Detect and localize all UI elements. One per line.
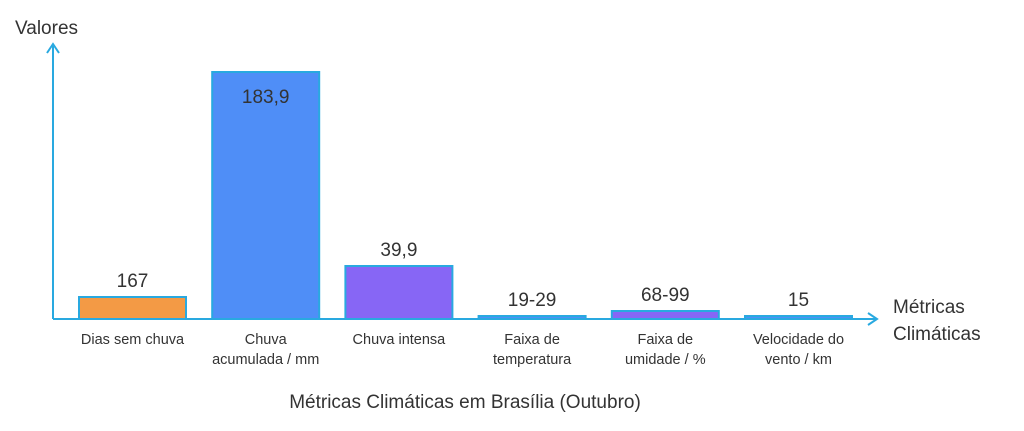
bar: [610, 310, 720, 320]
x-tick-label: Chuva intensa: [353, 332, 447, 348]
x-tick-label: temperatura: [493, 352, 572, 368]
x-axis-title-line: Climáticas: [893, 324, 981, 345]
bar: [211, 71, 321, 320]
x-axis-arrow-icon: [867, 312, 879, 326]
bar: [744, 315, 853, 320]
bars: [78, 71, 853, 320]
x-tick-label: umidade / %: [625, 352, 706, 368]
x-axis-title-line: Métricas: [893, 297, 965, 318]
bar-value-label: 183,9: [242, 87, 290, 108]
x-tick-label: Chuva: [245, 332, 288, 348]
x-tick-label: Faixa de: [504, 332, 560, 348]
bar: [78, 296, 187, 320]
bar: [344, 265, 454, 320]
x-tick-label: vento / km: [765, 352, 832, 368]
x-tick-label: Velocidade do: [753, 332, 844, 348]
labels: Valores Métricas Climáticas Métricas Climát…: [15, 18, 981, 413]
bar-value-label: 167: [117, 271, 149, 292]
x-tick-label: Faixa de: [637, 332, 693, 348]
chart-title: Métricas Climáticas em Brasília (Outubro…: [289, 392, 641, 413]
bar-value-label: 15: [788, 290, 809, 311]
y-axis-title: Valores: [15, 18, 78, 39]
y-axis-arrow-icon: [46, 42, 60, 54]
bar-value-label: 39,9: [380, 240, 417, 261]
x-tick-label: Dias sem chuva: [81, 332, 185, 348]
x-tick-label: acumulada / mm: [212, 352, 319, 368]
bar-value-label: 68-99: [641, 285, 690, 306]
bar: [477, 315, 587, 320]
axes: [46, 42, 879, 326]
bar-value-label: 19-29: [508, 290, 557, 311]
